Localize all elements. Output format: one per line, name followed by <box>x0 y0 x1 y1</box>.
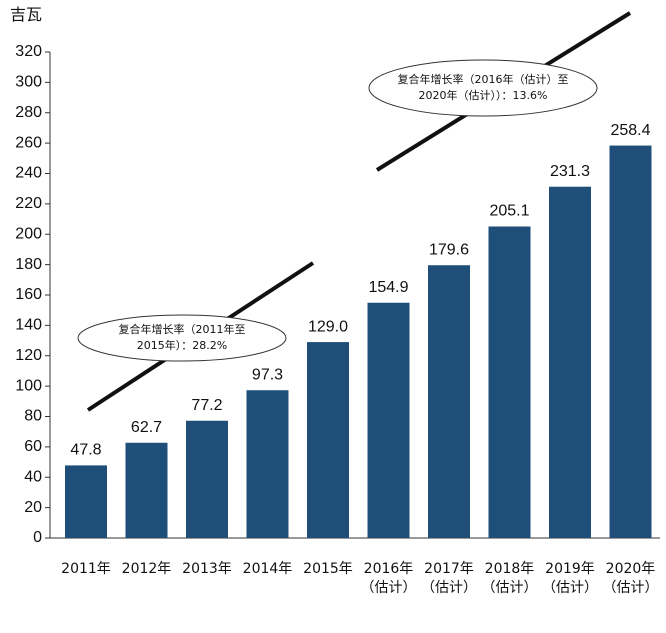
y-tick-label: 240 <box>15 165 42 182</box>
value-label: 129.0 <box>308 318 348 335</box>
y-tick-label: 0 <box>33 529 42 546</box>
y-tick-label: 160 <box>15 286 42 303</box>
y-tick-label: 80 <box>24 408 42 425</box>
x-tick-label: 2018年 （估计） <box>481 561 538 596</box>
value-label: 77.2 <box>191 397 222 414</box>
value-label: 205.1 <box>489 203 529 220</box>
y-tick-label: 120 <box>15 347 42 364</box>
y-tick-label: 200 <box>15 225 42 242</box>
y-tick-label: 320 <box>15 43 42 60</box>
x-tick-label: 2011年 <box>61 561 111 577</box>
value-label: 154.9 <box>368 279 408 296</box>
annotation: 复合年增长率（2011年至 2015年）：28.2% <box>118 323 246 352</box>
value-label: 62.7 <box>131 419 162 436</box>
bar <box>65 465 107 538</box>
y-tick-label: 180 <box>15 256 42 273</box>
bar <box>367 302 410 538</box>
y-tick-label: 60 <box>24 438 42 455</box>
x-tick-label: 2012年 <box>121 561 172 577</box>
bar <box>549 186 591 538</box>
bar <box>428 265 470 538</box>
value-label: 97.3 <box>252 366 283 383</box>
annotation-ellipse <box>77 314 287 362</box>
value-label: 47.8 <box>70 442 101 459</box>
x-tick-label: 2013年 <box>182 561 232 577</box>
y-tick-label: 20 <box>24 499 42 516</box>
x-tick-label: 2019年 （估计） <box>542 561 598 596</box>
bar <box>609 145 652 538</box>
value-label: 179.6 <box>429 241 469 258</box>
value-label: 258.4 <box>610 122 650 139</box>
x-tick-label: 2014年 <box>242 561 293 577</box>
y-tick-label: 260 <box>15 134 42 151</box>
annotation-ellipse <box>368 59 598 117</box>
bar <box>125 442 168 538</box>
value-label: 231.3 <box>550 163 590 180</box>
x-tick-label: 2016年 （估计） <box>360 561 417 596</box>
y-axis-label: 吉瓦 <box>10 6 42 24</box>
y-tick-label: 220 <box>15 195 42 212</box>
bar <box>246 390 289 538</box>
y-tick-label: 140 <box>15 317 42 334</box>
bar <box>307 342 349 538</box>
annotation: 复合年增长率（2016年（估计）至 2020年（估计））：13.6% <box>397 73 569 102</box>
y-tick-label: 40 <box>24 468 42 485</box>
bar <box>488 226 531 538</box>
x-tick-label: 2017年 （估计） <box>421 561 477 596</box>
bar <box>186 420 228 538</box>
x-tick-label: 2015年 <box>303 561 353 577</box>
y-tick-label: 280 <box>15 104 42 121</box>
y-tick-label: 300 <box>15 74 42 91</box>
x-tick-label: 2020年 （估计） <box>602 561 659 596</box>
y-tick-label: 100 <box>15 377 42 394</box>
